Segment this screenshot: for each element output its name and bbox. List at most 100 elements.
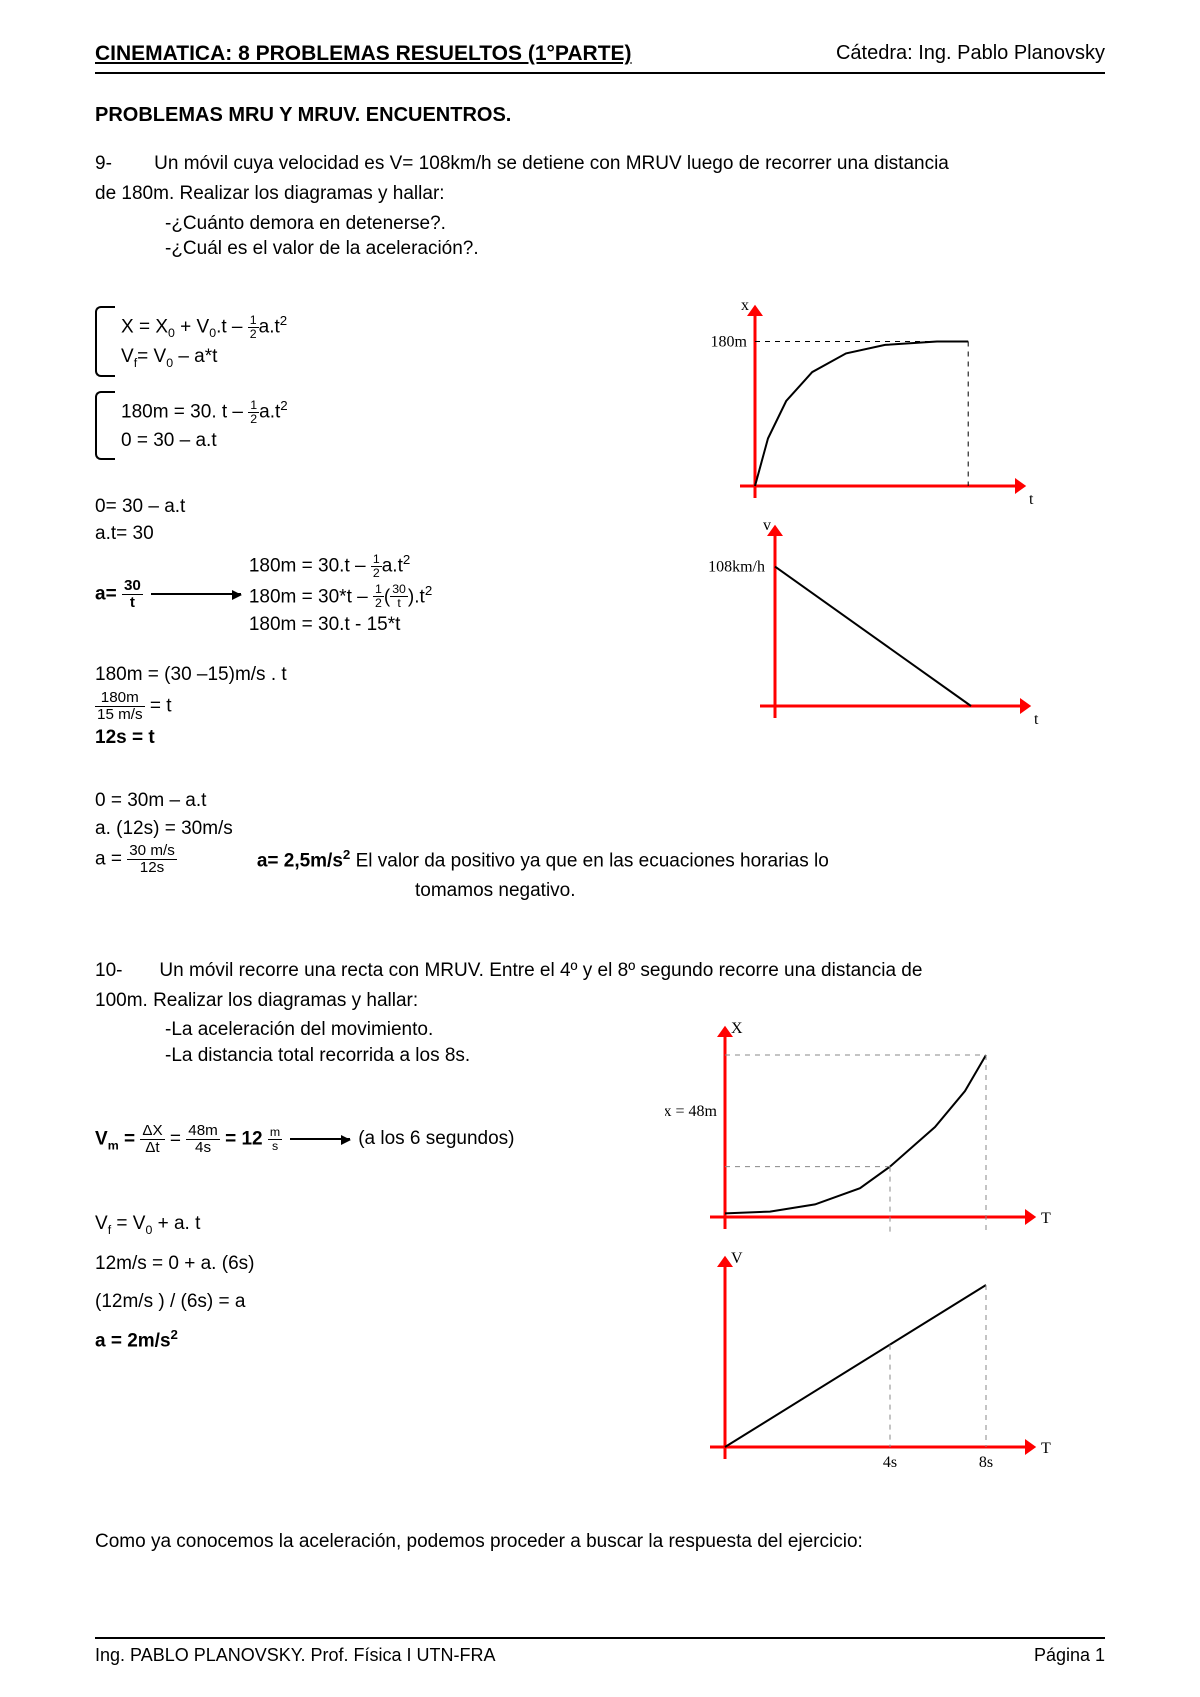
eq-note: (a los 6 segundos) (358, 1126, 514, 1152)
svg-text:Δx = 48m: Δx = 48m (665, 1103, 718, 1120)
eq-text: = 12 (220, 1128, 268, 1149)
fraction: 12 (373, 583, 384, 610)
p9-chart-v-vs-t: v t 108km/h (705, 516, 1105, 736)
eq-sup: 2 (280, 398, 287, 413)
p10-number: 10- (95, 960, 122, 981)
eq-sup: 2 (425, 583, 432, 598)
p10-chart-x-vs-t: X T Δx = 48m (665, 1017, 1105, 1247)
eq-text: – a*t (173, 346, 217, 367)
eq-text: a = (95, 849, 127, 870)
eq-text: .t – (216, 316, 248, 337)
page: CINEMATICA: 8 PROBLEMAS RESUELTOS (1°PAR… (0, 0, 1200, 1697)
eq-text: + a. t (152, 1213, 200, 1234)
eq-text: 180m = 30. t – (121, 401, 248, 422)
p9-text1: Un móvil cuya velocidad es V= 108km/h se… (154, 153, 949, 174)
brace-icon (95, 306, 115, 377)
eq-text: V (95, 1213, 108, 1234)
svg-text:t: t (1034, 711, 1039, 728)
eq-text: (12m/s ) / (6s) = a (95, 1289, 645, 1315)
header-title: CINEMATICA: 8 PROBLEMAS RESUELTOS (1°PAR… (95, 40, 632, 68)
p10-question1: -La aceleración del movimiento. (95, 1017, 645, 1043)
p9-statement-line1: 9- Un móvil cuya velocidad es V= 108km/h… (95, 151, 1105, 177)
eq-text: V (95, 1128, 108, 1149)
p9-question2: -¿Cuál es el valor de la aceleración?. (95, 236, 1105, 262)
eq-text: 180m = (30 –15)m/s . t (95, 662, 685, 688)
svg-text:4s: 4s (883, 1454, 897, 1471)
fraction: 12 (248, 399, 259, 426)
eq-text: 180m = 30.t – (249, 555, 371, 576)
p9-chart-x-vs-t: x t 180m (705, 296, 1105, 516)
page-header: CINEMATICA: 8 PROBLEMAS RESUELTOS (1°PAR… (95, 40, 1105, 74)
p10-text1: Un móvil recorre una recta con MRUV. Ent… (159, 960, 922, 981)
p9-statement-line2: de 180m. Realizar los diagramas y hallar… (95, 181, 1105, 207)
footer-right: Página 1 (1034, 1643, 1105, 1667)
brace-icon (95, 391, 115, 459)
eq-text: = V (111, 1213, 145, 1234)
fraction: 30t (122, 578, 143, 611)
p9-number: 9- (95, 153, 112, 174)
eq-text: = (165, 1128, 187, 1149)
section-title: PROBLEMAS MRU Y MRUV. ENCUENTROS. (95, 102, 1105, 129)
p10-chart-v-vs-t: VT4s8s (665, 1247, 1105, 1477)
eq-note: tomamos negativo. (95, 878, 1105, 904)
p10-work: -La aceleración del movimiento. -La dist… (95, 1017, 645, 1477)
eq-text: 180m = 30*t – (249, 586, 373, 607)
svg-text:V: V (731, 1250, 743, 1267)
arrow-right-icon (290, 1138, 350, 1141)
svg-text:T: T (1041, 1210, 1051, 1227)
eq-text: 0= 30 – a.t (95, 494, 685, 520)
p9-system1: X = X0 + V0.t – 12a.t2 Vf= V0 – a*t (95, 306, 685, 377)
eq-text: a.t (259, 316, 280, 337)
p10-charts: X T Δx = 48m V T 4s 8s (645, 1017, 1105, 1477)
p10-answer-accel: a = 2m/s (95, 1331, 171, 1352)
eq-text: = V (137, 346, 166, 367)
svg-text:v: v (763, 517, 771, 534)
p10-statement-line2: 100m. Realizar los diagramas y hallar: (95, 988, 1105, 1014)
fraction: ΔXΔt (140, 1123, 164, 1156)
eq-text: 180m = 30.t - 15*t (249, 612, 432, 638)
fraction: 12 (371, 553, 382, 580)
eq-text: 12m/s = 0 + a. (6s) (95, 1251, 645, 1277)
fraction: 12 (248, 314, 259, 341)
eq-text: = t (145, 695, 172, 716)
eq-text: ).t (408, 586, 425, 607)
eq-text: a. (12s) = 30m/s (95, 816, 1105, 842)
eq-text: a.t= 30 (95, 521, 685, 547)
p9-system2: 180m = 30. t – 12a.t2 0 = 30 – a.t (95, 391, 685, 459)
page-footer: Ing. PABLO PLANOVSKY. Prof. Física I UTN… (95, 1637, 1105, 1667)
p10-question2: -La distancia total recorrida a los 8s. (95, 1043, 645, 1069)
p9-work: X = X0 + V0.t – 12a.t2 Vf= V0 – a*t 180m… (95, 296, 685, 752)
p10-body: -La aceleración del movimiento. -La dist… (95, 1017, 1105, 1477)
svg-text:X: X (731, 1020, 743, 1037)
eq-text: + V (175, 316, 209, 337)
p9-body: X = X0 + V0.t – 12a.t2 Vf= V0 – a*t 180m… (95, 296, 1105, 752)
eq-text: a.t (259, 401, 280, 422)
svg-text:8s: 8s (979, 1454, 993, 1471)
eq-text: a= (95, 583, 122, 604)
eq-text: 0 = 30 – a.t (121, 428, 288, 454)
eq-sup: 2 (403, 552, 410, 567)
eq-text: V (121, 346, 134, 367)
eq-text: = (119, 1128, 141, 1149)
eq-text: 0 = 30m – a.t (95, 788, 1105, 814)
eq-sub: m (108, 1138, 119, 1152)
p10-statement-line1: 10- Un móvil recorre una recta con MRUV.… (95, 958, 1105, 984)
footer-left: Ing. PABLO PLANOVSKY. Prof. Física I UTN… (95, 1643, 495, 1667)
svg-text:x: x (741, 297, 749, 314)
p9-question1: -¿Cuánto demora en detenerse?. (95, 211, 1105, 237)
eq-sup: 2 (280, 313, 287, 328)
p9-answer-time: 12s = t (95, 725, 685, 751)
header-catedra: Cátedra: Ing. Pablo Planovsky (836, 40, 1105, 68)
eq-sub: 0 (168, 326, 175, 340)
eq-note: El valor da positivo ya que en las ecuac… (350, 850, 828, 871)
eq-text: X = X (121, 316, 168, 337)
eq-sup: 2 (171, 1327, 178, 1342)
svg-text:t: t (1029, 491, 1034, 508)
svg-text:108km/h: 108km/h (708, 559, 765, 576)
p9-answer-accel: a= 2,5m/s (257, 850, 343, 871)
p10-closing: Como ya conocemos la aceleración, podemo… (95, 1529, 1105, 1555)
arrow-right-icon (151, 593, 241, 596)
svg-text:180m: 180m (711, 333, 748, 350)
fraction: 180m15 m/s (95, 690, 145, 723)
fraction: 30 m/s12s (127, 843, 177, 876)
